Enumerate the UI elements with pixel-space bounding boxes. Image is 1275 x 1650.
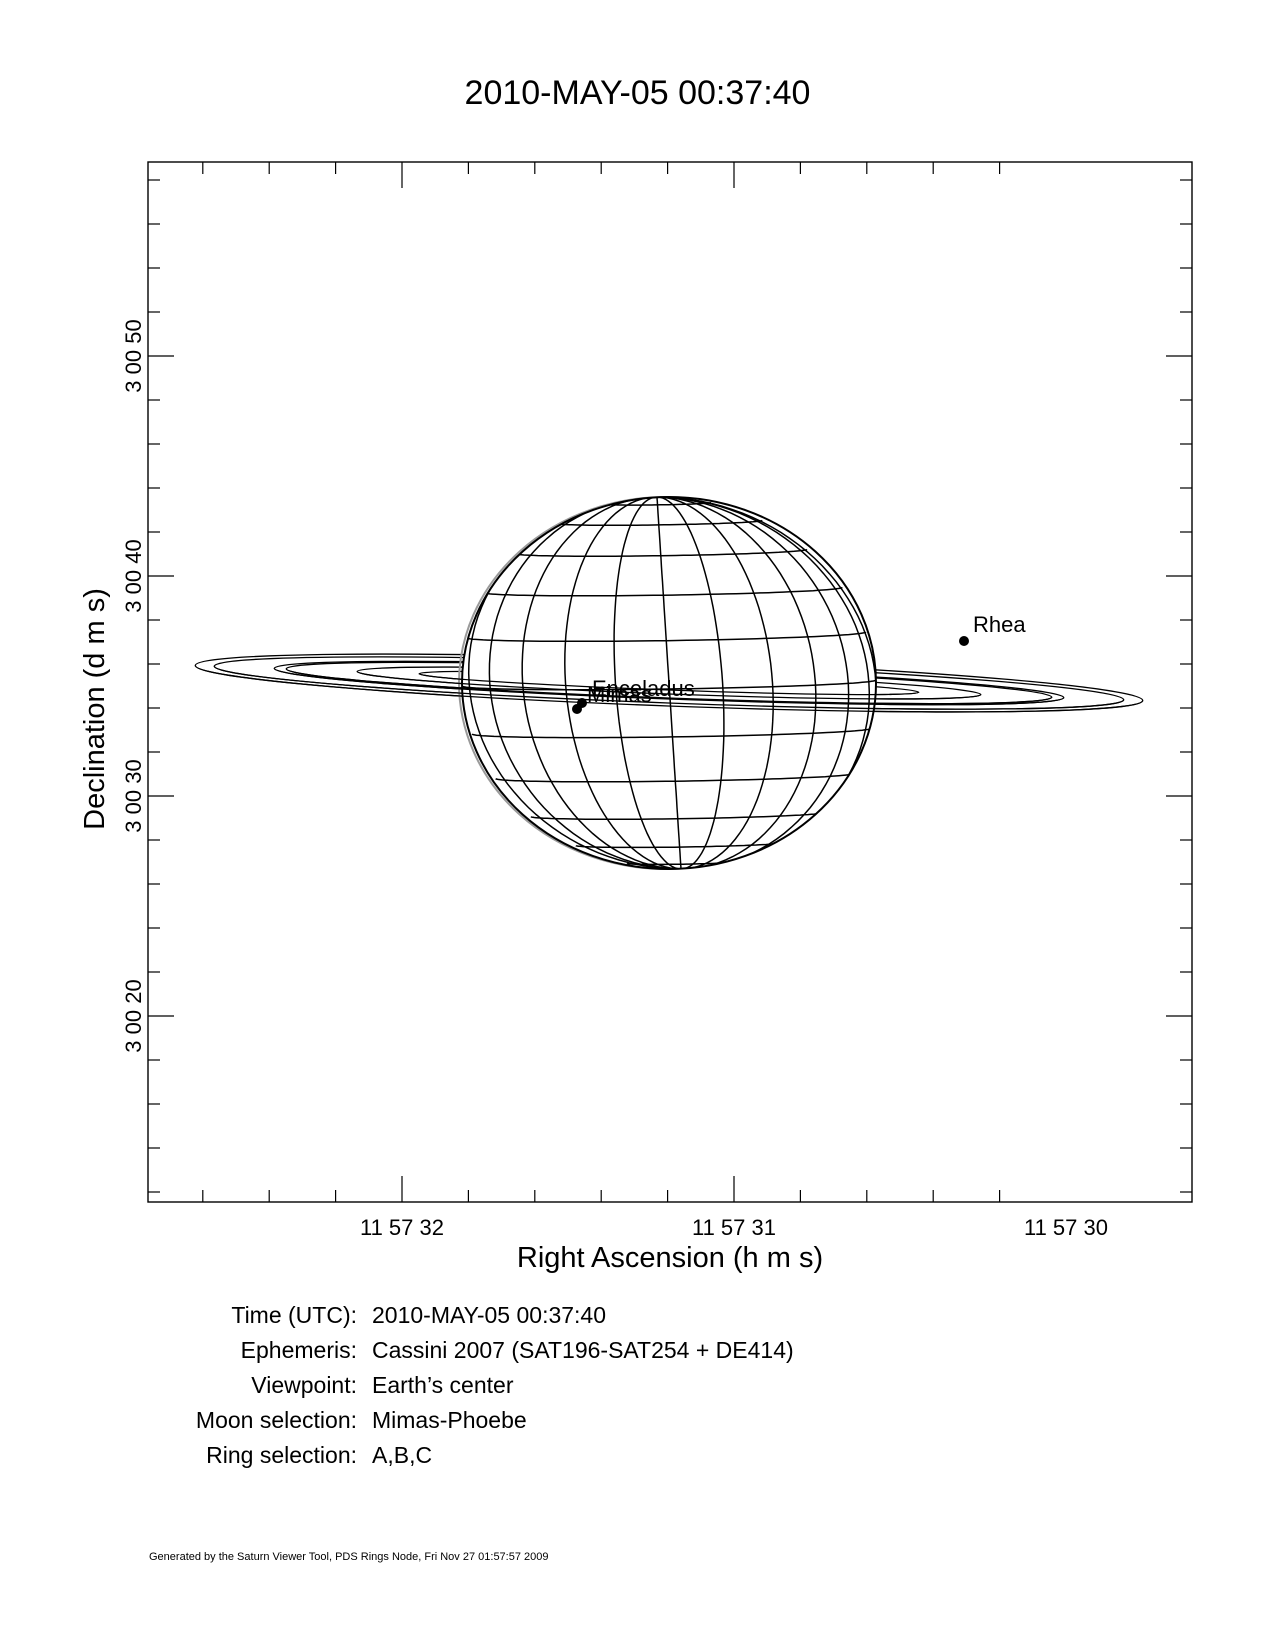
moon-mimas: Mimas (572, 682, 652, 714)
planet-parallel (530, 811, 825, 821)
x-tick-label: 11 57 32 (360, 1215, 444, 1240)
axis-tick-labels: 11 57 32 11 57 31 11 57 30 3 00 50 3 00 40 3 … (121, 319, 1108, 1240)
info-row-time: Time (UTC): 2010-MAY-05 00:37:40 (0, 1302, 1275, 1336)
planet-meridian (613, 497, 682, 869)
rings-front (194, 665, 1144, 713)
info-value: Mimas-Phoebe (372, 1407, 527, 1433)
planet-meridian (564, 497, 682, 869)
info-key: Moon selection: (195, 1407, 357, 1433)
y-tick-label: 3 00 30 (121, 759, 146, 832)
planet-meridian (656, 497, 817, 869)
moon-marker-mimas (572, 704, 582, 714)
plot-frame (147, 161, 1193, 1203)
info-key: Ephemeris: (240, 1337, 357, 1363)
planet-parallel (465, 631, 867, 643)
x-tick-label: 11 57 31 (692, 1215, 776, 1240)
y-tick-label: 3 00 50 (121, 319, 146, 392)
x-axis-title: Right Ascension (h m s) (517, 1242, 823, 1274)
info-value: A,B,C (372, 1442, 433, 1468)
planet-parallel (603, 501, 712, 506)
moon-label-rhea: Rhea (973, 612, 1026, 637)
planet-parallel (554, 519, 763, 527)
info-key: Viewpoint: (251, 1372, 357, 1398)
y-tick-label: 3 00 20 (121, 979, 146, 1052)
y-axis-title: Declination (d m s) (79, 588, 111, 830)
x-tick-label: 11 57 30 (1024, 1215, 1108, 1240)
planet-parallel (575, 842, 784, 849)
ring-front-arc (194, 665, 1144, 713)
info-key: Time (UTC): (231, 1302, 357, 1328)
info-value: 2010-MAY-05 00:37:40 (372, 1302, 607, 1328)
ring-front-arc (418, 673, 920, 696)
ring-front-arc (285, 668, 1053, 705)
info-value: Cassini 2007 (SAT196-SAT254 + DE414) (372, 1337, 794, 1363)
planet-meridian (488, 497, 682, 869)
info-value: Earth’s center (372, 1372, 514, 1398)
ring-front-arc (356, 671, 982, 700)
moon-rhea: Rhea (959, 612, 1026, 646)
planet-parallel (513, 548, 808, 557)
info-row-viewpoint: Viewpoint: Earth’s center (0, 1372, 1275, 1406)
planet-parallel (471, 727, 873, 739)
planet-meridian (656, 497, 725, 869)
footer-credit: Generated by the Saturn Viewer Tool, PDS… (149, 1551, 549, 1563)
planet-parallel (483, 586, 843, 597)
ring-front-arc (213, 665, 1125, 710)
moon-label-mimas: Mimas (587, 682, 652, 707)
ring-front-arc (273, 668, 1065, 706)
planet-meridian (656, 497, 682, 869)
planet-parallel (462, 679, 876, 691)
planet-meridian (656, 497, 774, 869)
plot-title: 2010-MAY-05 00:37:40 (464, 74, 811, 112)
info-row-ring-selection: Ring selection: A,B,C (0, 1442, 1275, 1476)
info-row-moon-selection: Moon selection: Mimas-Phoebe (0, 1407, 1275, 1441)
moon-label-enceladus: Enceladus (592, 676, 695, 701)
planet-parallel (495, 772, 855, 783)
y-tick-label: 3 00 40 (121, 539, 146, 612)
info-key: Ring selection: (206, 1442, 357, 1468)
moon-marker-rhea (959, 636, 969, 646)
axis-ticks (148, 162, 1192, 1202)
info-row-ephemeris: Ephemeris: Cassini 2007 (SAT196-SAT254 +… (0, 1337, 1275, 1371)
